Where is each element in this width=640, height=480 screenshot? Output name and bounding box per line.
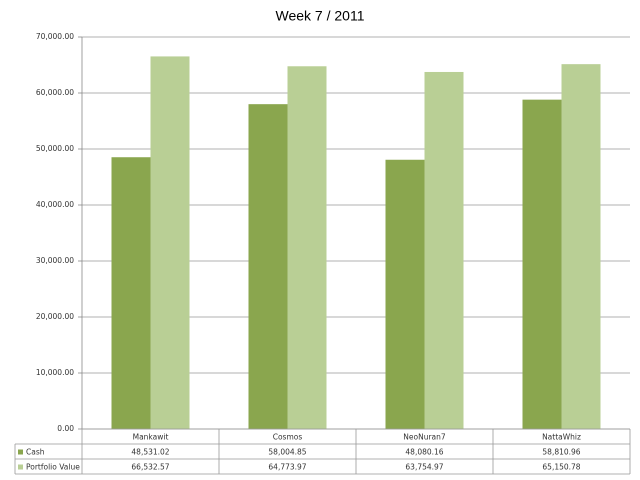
bar	[561, 64, 601, 429]
x-tick-label: Cosmos	[273, 433, 303, 442]
y-tick-label: 60,000.00	[36, 88, 74, 97]
legend-entry: Portfolio Value	[26, 463, 80, 472]
y-tick-label: 20,000.00	[36, 312, 74, 321]
y-tick-label: 40,000.00	[36, 200, 74, 209]
bar	[287, 66, 327, 429]
legend-entry: Cash	[26, 448, 45, 457]
data-label: 66,532.57	[131, 463, 169, 472]
bar	[248, 104, 288, 429]
y-tick-label: 0.00	[57, 424, 74, 433]
x-tick-label: NattaWhiz	[542, 433, 581, 442]
bar	[150, 56, 190, 430]
chart-title: Week 7 / 2011	[276, 8, 365, 24]
legend-swatch	[18, 449, 23, 455]
y-tick-label: 50,000.00	[36, 144, 74, 153]
y-tick-label: 70,000.00	[36, 32, 74, 41]
bar	[111, 157, 151, 429]
x-tick-label: Mankawit	[133, 433, 169, 442]
data-label: 48,080.16	[405, 448, 443, 457]
data-label: 58,810.96	[542, 448, 580, 457]
data-label: 58,004.85	[268, 448, 306, 457]
data-label: 64,773.97	[268, 463, 306, 472]
bar	[522, 99, 562, 429]
data-label: 63,754.97	[405, 463, 443, 472]
legend-swatch	[18, 464, 23, 470]
y-tick-label: 10,000.00	[36, 368, 74, 377]
data-label: 65,150.78	[542, 463, 580, 472]
y-tick-label: 30,000.00	[36, 256, 74, 265]
bar	[385, 159, 425, 429]
data-label: 48,531.02	[131, 448, 169, 457]
bar	[424, 71, 464, 429]
x-tick-label: NeoNuran7	[403, 433, 446, 442]
